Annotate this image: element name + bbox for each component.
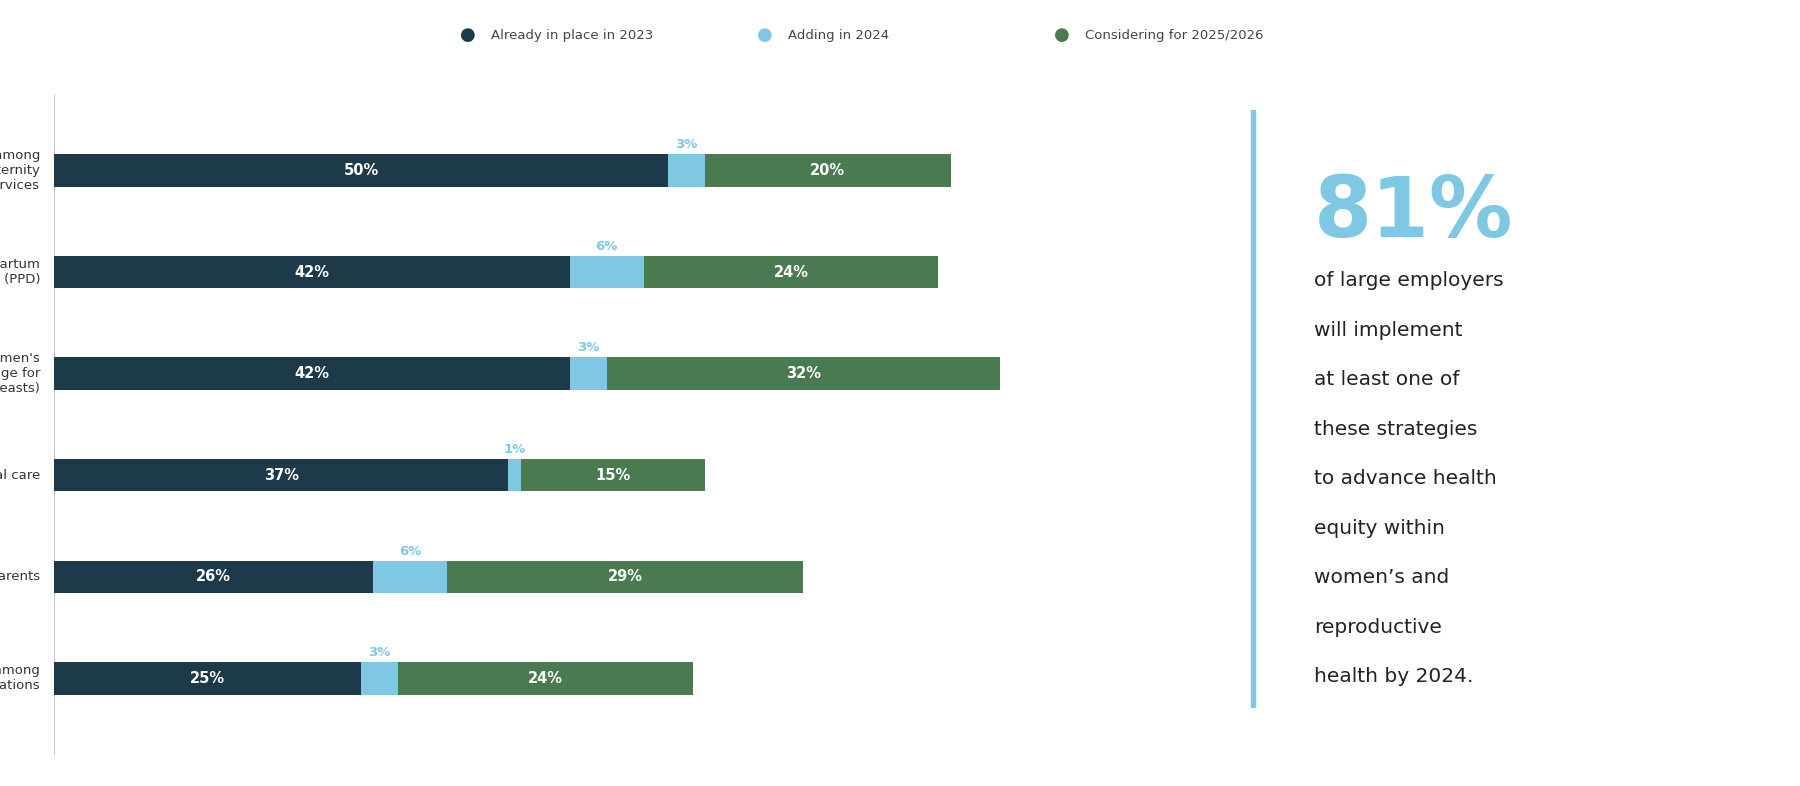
Text: 20%: 20% bbox=[810, 163, 846, 178]
Bar bbox=[520, 459, 706, 491]
Text: ●: ● bbox=[1055, 27, 1069, 44]
Bar bbox=[373, 560, 446, 593]
Text: these strategies: these strategies bbox=[1314, 420, 1478, 439]
Bar bbox=[607, 358, 999, 390]
Bar bbox=[362, 662, 398, 695]
Text: equity within: equity within bbox=[1314, 519, 1445, 538]
Bar bbox=[54, 662, 362, 695]
Text: 3%: 3% bbox=[675, 138, 698, 151]
Text: at least one of: at least one of bbox=[1314, 370, 1460, 389]
Text: 25%: 25% bbox=[191, 671, 225, 686]
Text: to advance health: to advance health bbox=[1314, 469, 1498, 488]
Bar bbox=[571, 255, 644, 288]
Bar bbox=[54, 459, 508, 491]
Text: of large employers: of large employers bbox=[1314, 271, 1503, 290]
Text: reproductive: reproductive bbox=[1314, 618, 1442, 637]
Text: ●: ● bbox=[758, 27, 772, 44]
Text: Adding in 2024: Adding in 2024 bbox=[788, 29, 889, 42]
Text: women’s and: women’s and bbox=[1314, 568, 1449, 587]
Text: 1%: 1% bbox=[504, 443, 526, 456]
Bar bbox=[54, 560, 373, 593]
Bar bbox=[571, 358, 607, 390]
Text: 6%: 6% bbox=[400, 545, 421, 557]
Text: ●: ● bbox=[461, 27, 475, 44]
Text: 42%: 42% bbox=[295, 265, 329, 280]
Text: 3%: 3% bbox=[369, 646, 391, 659]
Text: 29%: 29% bbox=[608, 569, 643, 584]
Text: 15%: 15% bbox=[596, 468, 630, 483]
Text: 6%: 6% bbox=[596, 240, 617, 253]
Bar bbox=[54, 358, 571, 390]
Text: Considering for 2025/2026: Considering for 2025/2026 bbox=[1085, 29, 1264, 42]
Text: health by 2024.: health by 2024. bbox=[1314, 667, 1474, 686]
Text: Already in place in 2023: Already in place in 2023 bbox=[491, 29, 653, 42]
Text: 26%: 26% bbox=[196, 569, 230, 584]
Bar bbox=[446, 560, 803, 593]
Bar bbox=[706, 154, 950, 187]
Bar bbox=[398, 662, 693, 695]
Text: 50%: 50% bbox=[344, 163, 378, 178]
Text: 42%: 42% bbox=[295, 366, 329, 381]
Bar bbox=[54, 154, 668, 187]
Bar bbox=[644, 255, 938, 288]
Bar bbox=[508, 459, 520, 491]
Text: 32%: 32% bbox=[787, 366, 821, 381]
Text: 24%: 24% bbox=[527, 671, 563, 686]
Text: 3%: 3% bbox=[578, 341, 599, 354]
Text: 37%: 37% bbox=[265, 468, 299, 483]
Bar bbox=[668, 154, 706, 187]
Text: 81%: 81% bbox=[1314, 173, 1514, 254]
Text: will implement: will implement bbox=[1314, 321, 1462, 340]
Bar bbox=[54, 255, 571, 288]
Text: 24%: 24% bbox=[774, 265, 808, 280]
